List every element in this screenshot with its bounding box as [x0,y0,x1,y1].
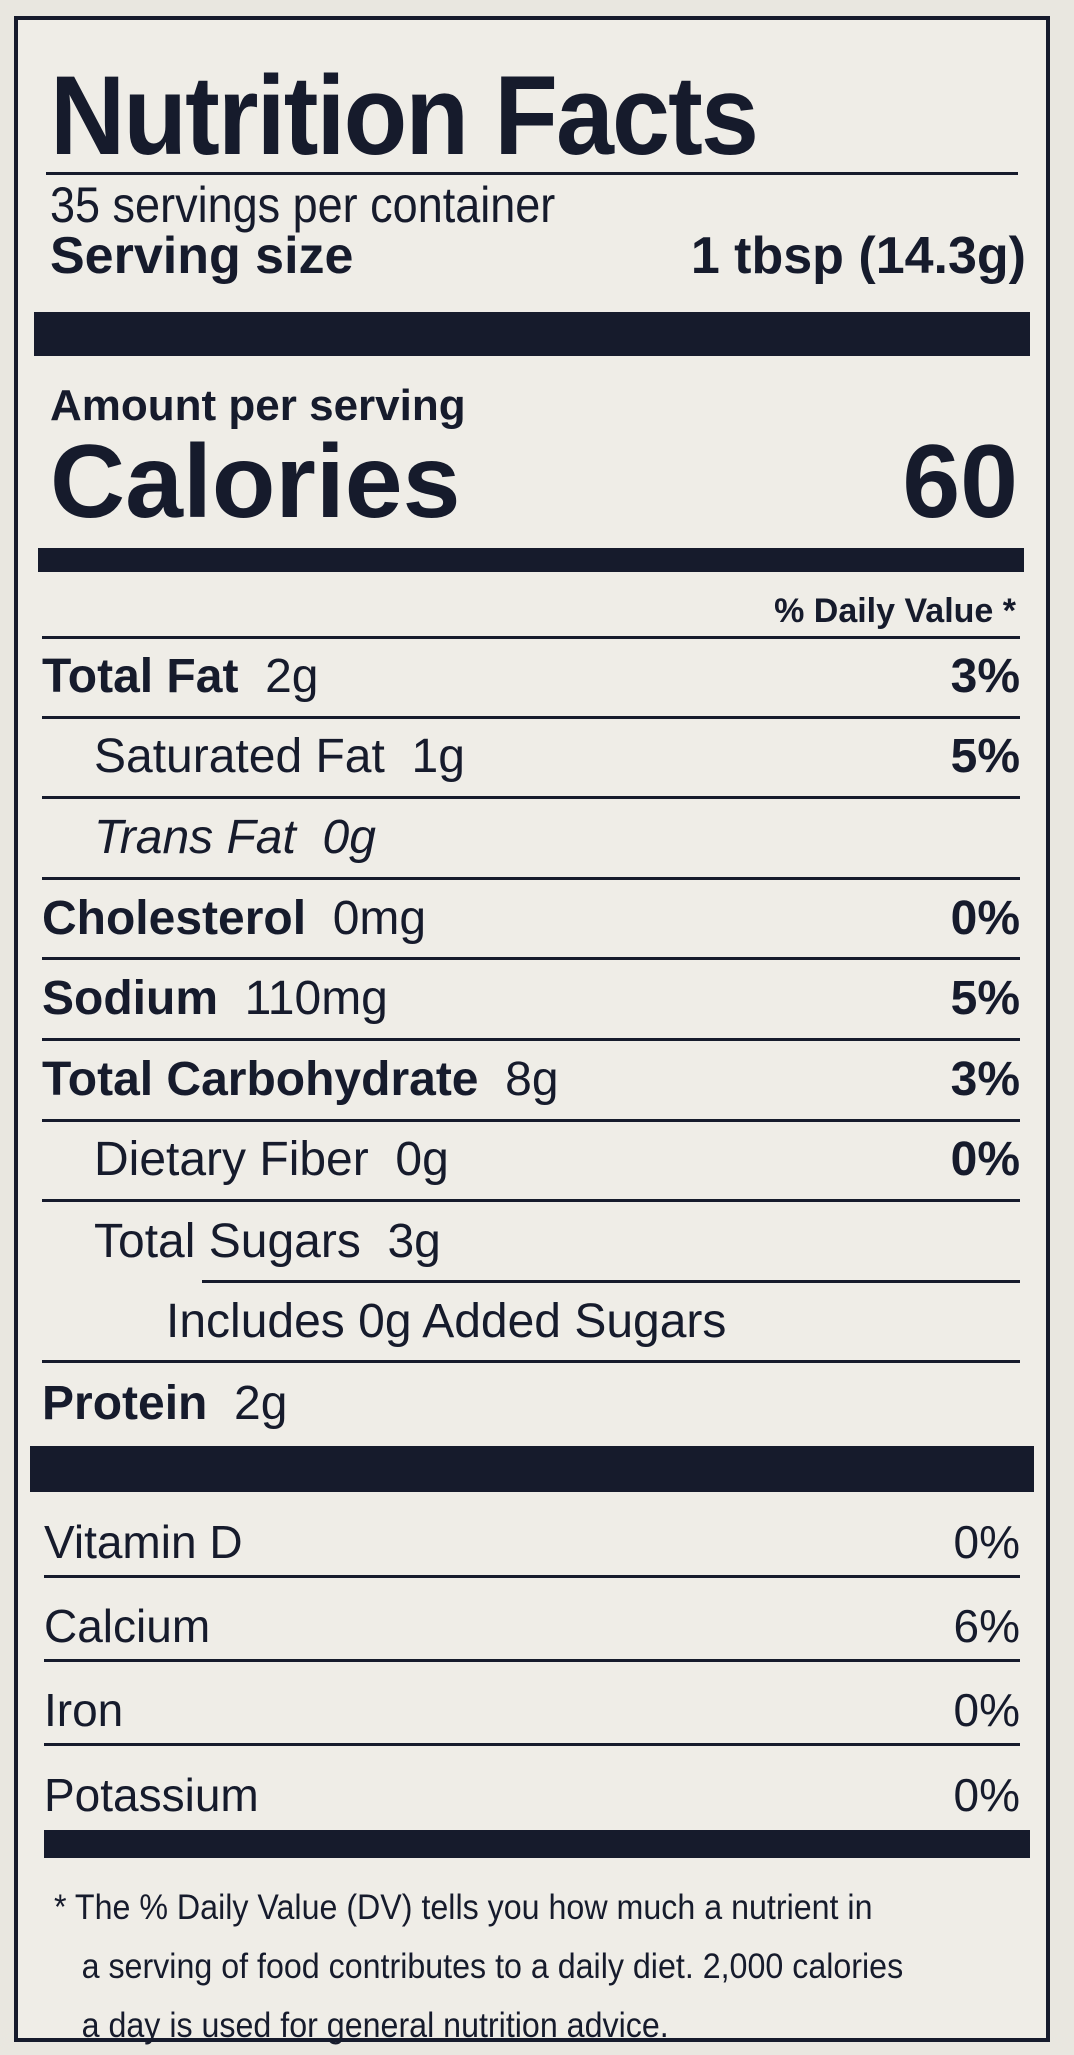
medium-divider [44,1830,1030,1858]
divider [42,636,1020,639]
nutrient-name: Total Sugars [94,1215,361,1269]
nutrient-row: Sodium 110mg 5% [42,960,1020,1041]
nutrient-amount: 2g [265,649,319,703]
vitamin-daily-value: 0% [953,1683,1020,1736]
nutrient-name-amount: Total Sugars 3g [42,1218,441,1266]
nutrient-row: Total Carbohydrate 8g 3% [42,1041,1020,1122]
nutrient-daily-value: 0% [950,891,1020,945]
nutrient-daily-value: 0% [950,1133,1020,1187]
amount-per-serving: Amount per serving [50,381,466,430]
nutrient-list: Total Fat 2g 3% Saturated Fat 1g 5% Trans Fa… [42,638,1020,1444]
nutrient-name: Total Carbohydrate [42,1052,479,1106]
nutrient-name-amount: Total Fat 2g [42,649,319,703]
nutrient-name: Saturated Fat [94,730,385,784]
nutrient-daily-value: 3% [950,649,1020,703]
nutrient-name-amount: Trans Fat 0g [42,810,376,864]
nutrient-name: Dietary Fiber [94,1133,369,1187]
nutrient-name-amount: Protein 2g [42,1376,288,1430]
nutrient-amount: 110mg [244,972,388,1026]
serving-size-label: Serving size [50,227,354,285]
label-title: Nutrition Facts [50,53,759,178]
vitamin-row: Calcium 6% [44,1578,1020,1662]
footnote: * The % Daily Value (DV) tells you how m… [54,1878,939,2055]
vitamin-name: Calcium [44,1599,211,1652]
vitamin-daily-value: 0% [953,1515,1020,1568]
nutrient-amount: 0g [322,810,376,864]
nutrient-row: Includes 0g Added Sugars [42,1283,1020,1364]
nutrient-name: Protein [42,1376,208,1430]
vitamin-list: Vitamin D 0% Calcium 6% Iron 0% Potassium 0% [44,1494,1020,1830]
serving-size: Serving size 1 tbsp (14.3g) [50,230,1026,282]
vitamin-daily-value: 6% [953,1599,1020,1652]
footnote-line: a serving of food contributes to a daily… [81,1947,904,1986]
footnote-line: * The % Daily Value (DV) tells you how m… [54,1888,873,1927]
nutrient-amount: 3g [387,1215,441,1269]
vitamin-name: Potassium [44,1769,259,1821]
thick-divider [30,1446,1034,1492]
nutrient-name-amount: Includes 0g Added Sugars [42,1294,727,1348]
calories-label: Calories [50,424,461,540]
nutrient-amount: 8g [505,1052,559,1106]
nutrient-name-amount: Cholesterol 0mg [42,891,427,945]
nutrient-amount: 1g [411,730,465,784]
nutrient-amount: 0mg [332,891,427,945]
nutrient-row: Total Sugars 3g [42,1202,1020,1283]
nutrient-amount: 0g [395,1133,449,1187]
vitamin-row: Vitamin D 0% [44,1494,1020,1578]
nutrient-row: Protein 2g [42,1363,1020,1444]
nutrient-name: Sodium [42,972,218,1026]
nutrient-row: Total Fat 2g 3% [42,638,1020,719]
vitamin-row: Iron 0% [44,1662,1020,1746]
nutrient-daily-value: 3% [950,1052,1020,1106]
calories: Calories 60 [50,430,1018,534]
nutrient-amount: 2g [234,1376,288,1430]
nutrient-row: Saturated Fat 1g 5% [42,719,1020,800]
thick-divider [34,312,1030,356]
footnote-line: a day is used for general nutrition advi… [81,2006,669,2045]
vitamin-name: Iron [44,1683,124,1736]
nutrient-name-amount: Total Carbohydrate 8g [42,1052,559,1106]
nutrient-name-amount: Saturated Fat 1g [42,733,465,781]
nutrient-daily-value: 5% [950,730,1020,784]
nutrient-row: Cholesterol 0mg 0% [42,880,1020,961]
vitamin-row: Potassium 0% [44,1746,1020,1830]
nutrient-name: Includes 0g Added Sugars [166,1294,727,1348]
medium-divider [38,548,1024,572]
nutrient-daily-value: 5% [950,972,1020,1026]
servings-per-container: 35 servings per container [50,177,556,233]
calories-value: 60 [902,424,1018,540]
nutrient-name-amount: Sodium 110mg [42,975,388,1023]
nutrient-name: Cholesterol [42,891,307,945]
nutrient-name: Total Fat [42,649,239,703]
nutrient-name: Trans Fat [94,810,296,864]
vitamin-daily-value: 0% [953,1769,1020,1821]
vitamin-name: Vitamin D [44,1515,243,1568]
nutrient-row: Dietary Fiber 0g 0% [42,1122,1020,1203]
divider [46,172,1018,175]
nutrient-name-amount: Dietary Fiber 0g [42,1136,449,1184]
nutrition-facts-label: Nutrition Facts 35 servings per containe… [14,16,1050,2045]
serving-size-value: 1 tbsp (14.3g) [690,227,1026,285]
daily-value-header: % Daily Value * [774,592,1016,630]
nutrient-row: Trans Fat 0g [42,799,1020,880]
